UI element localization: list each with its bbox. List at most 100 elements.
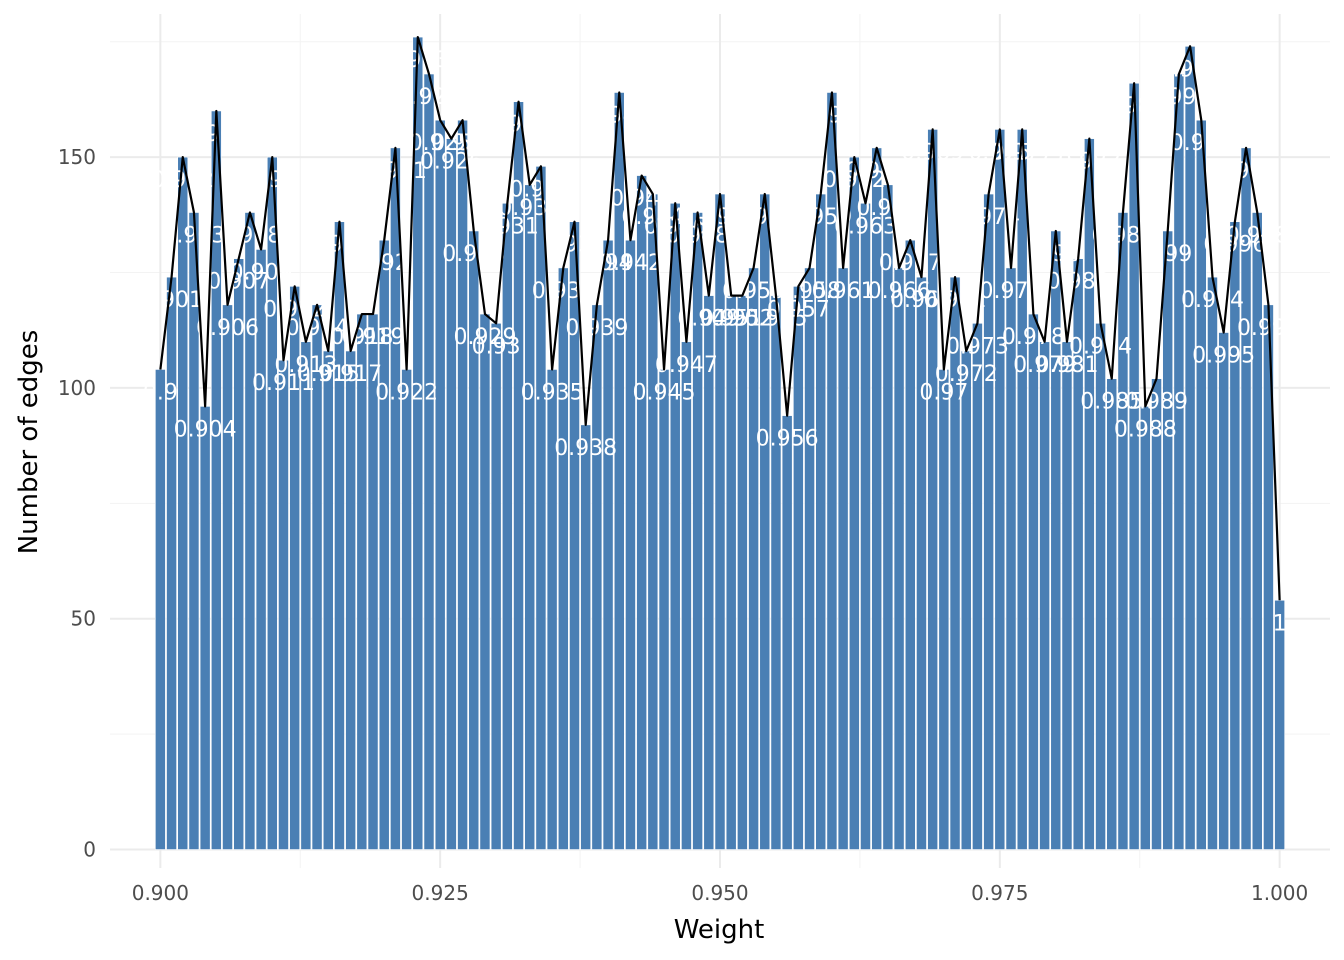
bar-label: 0.95 <box>696 205 745 230</box>
bar <box>1039 341 1050 850</box>
bar-label: 0.979 <box>1013 353 1076 378</box>
bar <box>927 129 938 850</box>
bar <box>166 276 177 850</box>
bar-label: 0.995 <box>1192 344 1255 369</box>
bar <box>636 175 647 850</box>
bar <box>580 424 592 850</box>
bar <box>502 202 513 850</box>
bar <box>345 350 356 850</box>
y-tick-label: 50 <box>71 607 96 631</box>
bar-label: 0.918 <box>330 325 393 350</box>
bar-label: 0.915 <box>297 362 360 387</box>
bar-label: 0.917 <box>319 362 382 387</box>
bar-label: 0.925 <box>409 131 472 156</box>
x-axis-title: Weight <box>674 915 765 945</box>
bar <box>1061 341 1073 850</box>
bar <box>356 313 368 850</box>
bar-label: 0.982 <box>1047 270 1110 295</box>
bar-label: 0.906 <box>196 316 259 341</box>
bar-label: 0.97 <box>919 380 968 405</box>
bar <box>681 341 692 850</box>
bar-label: 0.994 <box>1181 288 1244 313</box>
bar-label: 0.998 <box>1226 223 1289 248</box>
bar <box>490 322 502 850</box>
bar <box>1218 332 1230 850</box>
bar-label: 0.962 <box>823 168 886 193</box>
y-tick-label: 0 <box>83 838 96 862</box>
bar-label: 0.98 <box>1031 242 1080 267</box>
bar <box>322 350 334 850</box>
bar <box>972 322 983 850</box>
bar-label: 0.981 <box>1035 353 1098 378</box>
bar-label: 0.94 <box>584 251 633 276</box>
bar <box>669 202 681 850</box>
bar-label: 0.997 <box>1215 159 1278 184</box>
bar <box>904 239 916 850</box>
bar <box>781 415 793 850</box>
bar <box>222 304 233 850</box>
bar-label: 0.952 <box>711 307 774 332</box>
bar <box>703 295 715 850</box>
bar <box>1016 129 1028 850</box>
bar <box>591 304 603 850</box>
bar-label: 1 <box>1273 611 1287 636</box>
bar <box>244 212 256 850</box>
y-axis-title: Number of edges <box>14 330 44 555</box>
bar-label: 0.902 <box>151 168 214 193</box>
bar-label: 0.943 <box>610 187 673 212</box>
bar <box>401 369 412 850</box>
bar-label: 0.974 <box>957 205 1020 230</box>
bar <box>793 286 804 850</box>
x-tick-label: 0.975 <box>971 881 1028 905</box>
bar <box>1106 378 1118 850</box>
bar-label: 0.928 <box>442 242 505 267</box>
bar <box>725 295 737 850</box>
bar-label: 0.932 <box>487 113 550 138</box>
bar-label: 0.909 <box>230 260 293 285</box>
bar <box>1050 230 1062 850</box>
bar-label: 0.963 <box>834 214 897 239</box>
bar-label: 0.931 <box>476 214 539 239</box>
bar <box>916 276 927 850</box>
bar-label: 0.907 <box>207 270 270 295</box>
bar <box>804 267 815 850</box>
bar-label: 0.939 <box>565 316 628 341</box>
bar-label: 0.988 <box>1114 417 1177 442</box>
x-tick-label: 0.900 <box>132 881 189 905</box>
bar-label: 0.935 <box>521 380 584 405</box>
bar-label: 0.954 <box>733 205 796 230</box>
bar-label: 0.945 <box>633 380 696 405</box>
bar-label: 0.99 <box>1143 242 1192 267</box>
bar <box>1117 212 1129 850</box>
bar-label: 0.961 <box>812 279 875 304</box>
axis-ticks: 0.900 0.925 0.950 0.975 1.000 0 50 100 150 <box>58 145 1308 905</box>
bar-label: 0.992 <box>1159 57 1222 82</box>
bar <box>994 129 1006 850</box>
bar-label: 0.942 <box>599 251 662 276</box>
bar-label: 0.926 <box>420 150 483 175</box>
bar <box>1139 406 1151 850</box>
bar-label: 0.951 <box>700 307 763 332</box>
bars <box>155 36 1285 850</box>
bar <box>557 267 569 850</box>
bar <box>770 295 782 850</box>
bar-label: 0.941 <box>588 103 651 128</box>
bar <box>960 350 972 850</box>
bar <box>468 230 480 850</box>
bar-label: 0.971 <box>924 288 987 313</box>
bar <box>1151 378 1162 850</box>
bar <box>1162 230 1174 850</box>
bar <box>199 406 211 850</box>
bar <box>155 369 166 850</box>
bar-label: 0.978 <box>1002 325 1065 350</box>
bar <box>837 267 849 850</box>
y-tick-label: 100 <box>58 376 96 400</box>
bar <box>893 267 905 850</box>
bar-label: 0.973 <box>946 334 1009 359</box>
bar-label: 0.936 <box>532 279 595 304</box>
bar <box>300 341 312 850</box>
trend-line-layer <box>159 35 1281 601</box>
bar <box>1251 212 1263 850</box>
